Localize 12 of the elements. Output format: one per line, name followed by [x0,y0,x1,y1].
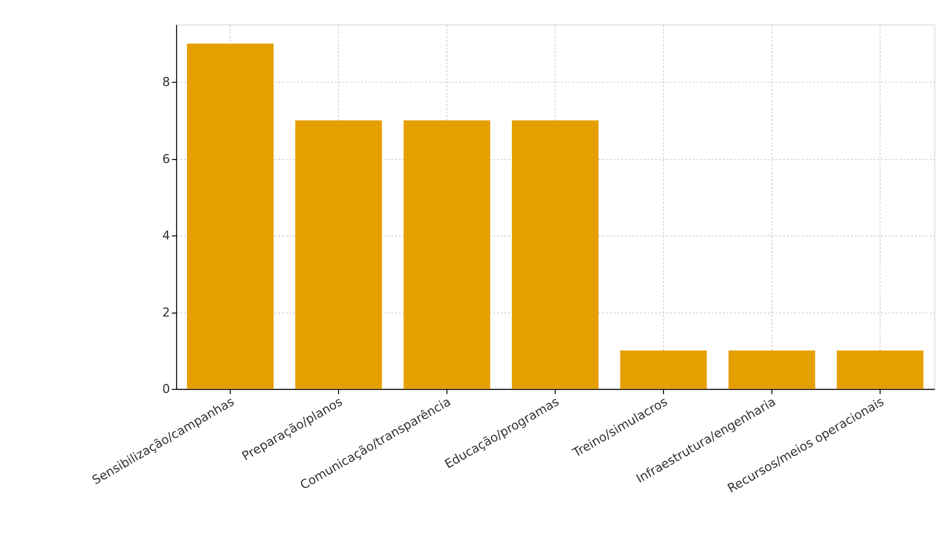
y-tick-label: 2 [162,305,170,320]
y-tick-label: 4 [162,228,170,243]
bar [512,120,599,389]
bar [404,120,490,389]
bar [186,44,274,389]
bar [295,120,382,389]
y-tick-label: 6 [162,152,170,166]
bar [836,350,924,389]
y-tick-label: 0 [162,382,170,396]
bar [728,350,816,389]
y-tick-label: 8 [162,75,170,90]
bar [620,350,707,389]
